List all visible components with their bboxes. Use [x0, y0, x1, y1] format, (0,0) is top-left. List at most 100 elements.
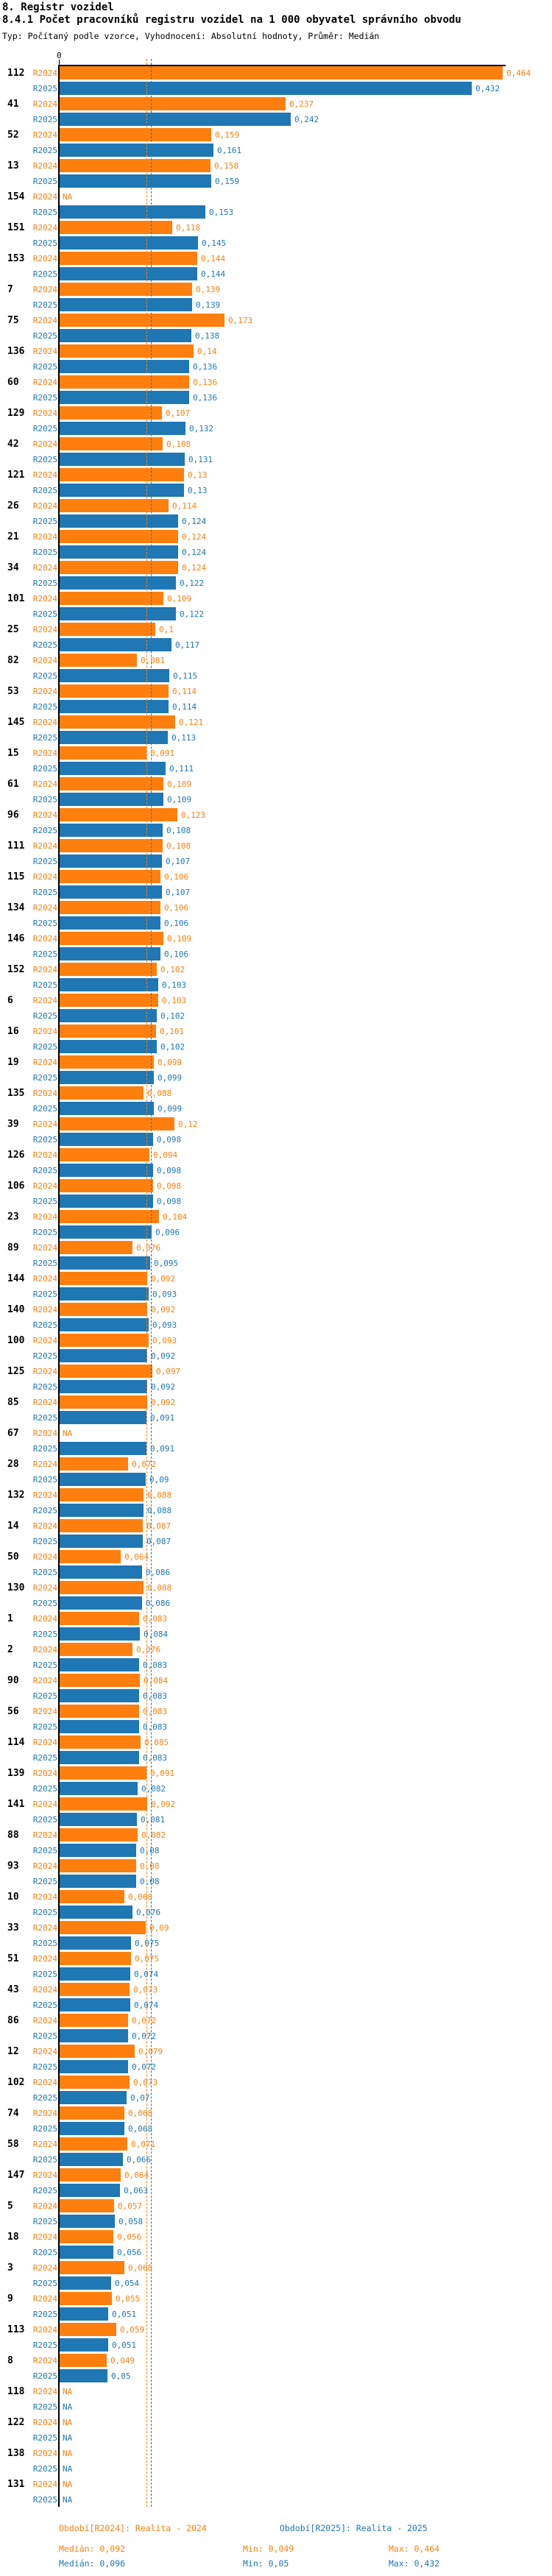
series-label-r2024: R2024 [32, 99, 57, 109]
value-label-r2024: 0,108 [166, 439, 191, 449]
series-label-r2024: R2024 [32, 1490, 57, 1500]
series-label-r2024: R2024 [32, 903, 57, 913]
bar-r2025 [60, 1318, 149, 1331]
value-label-r2025: 0,09 [149, 1475, 169, 1485]
bar-r2025 [60, 174, 211, 188]
series-label-r2024: R2024 [32, 687, 57, 696]
bar-r2025 [60, 298, 192, 311]
bar-r2025 [60, 2276, 111, 2290]
value-label-r2024: 0,097 [156, 1367, 181, 1376]
value-label-r2025: 0,136 [193, 362, 218, 372]
page-title: 8. Registr vozidel [2, 1, 114, 13]
value-label-r2025: 0,082 [141, 1784, 166, 1794]
bar-r2024 [60, 406, 162, 420]
value-label-r2024: NA [63, 2418, 73, 2427]
series-label-r2025: R2025 [32, 795, 57, 804]
bar-r2024 [60, 2106, 124, 2120]
row-id: 141 [7, 1799, 25, 1810]
bar-r2025 [60, 1164, 153, 1177]
series-label-r2025: R2025 [32, 177, 57, 186]
bar-r2024 [60, 1643, 132, 1656]
series-label-r2024: R2024 [32, 470, 57, 480]
series-label-r2025: R2025 [32, 1042, 57, 1052]
bar-r2024 [60, 839, 163, 852]
value-label-r2024: 0,092 [151, 1800, 176, 1809]
row-id: 74 [7, 2108, 19, 2119]
series-label-r2024: R2024 [32, 192, 57, 202]
value-label-r2024: 0,124 [182, 532, 207, 542]
row-id: 16 [7, 1026, 19, 1037]
series-label-r2025: R2025 [32, 1197, 57, 1206]
row-id: 90 [7, 1675, 19, 1686]
legend-median-r2025: Medián: 0,096 [59, 2558, 126, 2569]
row-id: 75 [7, 315, 19, 326]
series-label-r2024: R2024 [32, 1274, 57, 1284]
row-id: 5 [7, 2201, 13, 2212]
series-label-r2025: R2025 [32, 949, 57, 959]
series-label-r2025: R2025 [32, 1568, 57, 1577]
bar-r2024 [60, 592, 163, 605]
series-label-r2025: R2025 [32, 2340, 57, 2350]
series-label-r2025: R2025 [32, 2433, 57, 2443]
series-label-r2024: R2024 [32, 2325, 57, 2335]
series-label-r2024: R2024 [32, 779, 57, 789]
series-label-r2025: R2025 [32, 2248, 57, 2257]
series-label-r2024: R2024 [32, 347, 57, 356]
value-label-r2024: NA [63, 2480, 73, 2489]
value-label-r2025: 0,091 [150, 1444, 175, 1454]
value-label-r2024: 0,085 [144, 1738, 169, 1747]
bar-r2025 [60, 1906, 132, 1919]
bar-r2024 [60, 1705, 139, 1718]
bar-r2025 [60, 1627, 140, 1641]
bar-r2025 [60, 1720, 139, 1733]
series-label-r2024: R2024 [32, 378, 57, 387]
series-label-r2024: R2024 [32, 872, 57, 882]
bar-r2025 [60, 2153, 123, 2166]
value-label-r2024: 0,099 [158, 1058, 183, 1067]
series-label-r2025: R2025 [32, 1166, 57, 1175]
value-label-r2024: 0,106 [164, 872, 189, 882]
bar-r2024 [60, 808, 177, 821]
bar-r2025 [60, 1751, 139, 1764]
value-label-r2025: 0,096 [155, 1228, 180, 1237]
bar-r2024 [60, 1272, 147, 1285]
bar-r2024 [60, 128, 211, 141]
bar-r2025 [60, 1689, 139, 1702]
series-label-r2025: R2025 [32, 919, 57, 928]
bar-r2024 [60, 1828, 138, 1841]
series-label-r2024: R2024 [32, 285, 57, 294]
series-label-r2024: R2024 [32, 316, 57, 325]
bar-r2024 [60, 561, 178, 574]
row-id: 51 [7, 1953, 19, 1964]
bar-r2024 [60, 932, 163, 945]
value-label-r2025: 0,074 [134, 2000, 159, 2010]
bar-r2025 [60, 1875, 136, 1888]
bar-r2025 [60, 2029, 128, 2042]
series-label-r2024: R2024 [32, 2170, 57, 2180]
value-label-r2025: 0,083 [143, 1691, 168, 1701]
series-label-r2024: R2024 [32, 1707, 57, 1716]
series-label-r2025: R2025 [32, 1320, 57, 1330]
value-label-r2025: 0,111 [169, 764, 194, 774]
series-label-r2025: R2025 [32, 393, 57, 403]
bar-r2024 [60, 901, 160, 914]
bar-r2024 [60, 1117, 174, 1130]
value-label-r2025: 0,088 [147, 1506, 172, 1515]
row-id: 1 [7, 1613, 13, 1624]
bar-r2025 [60, 2060, 128, 2073]
value-label-r2025: 0,087 [146, 1537, 171, 1546]
row-id: 25 [7, 624, 19, 635]
bar-r2024 [60, 1550, 121, 1563]
value-label-r2024: 0,073 [133, 2078, 158, 2087]
series-label-r2024: R2024 [32, 161, 57, 171]
series-label-r2025: R2025 [32, 238, 57, 248]
row-id: 118 [7, 2386, 25, 2397]
value-label-r2024: 0,068 [128, 1892, 153, 1902]
row-id: 10 [7, 1892, 19, 1903]
value-label-r2024: 0,083 [143, 1614, 168, 1624]
series-label-r2024: R2024 [32, 1150, 57, 1160]
row-id: 130 [7, 1582, 25, 1593]
value-label-r2024: 0,091 [150, 749, 175, 758]
row-id: 146 [7, 933, 25, 944]
series-label-r2024: R2024 [32, 2201, 57, 2211]
